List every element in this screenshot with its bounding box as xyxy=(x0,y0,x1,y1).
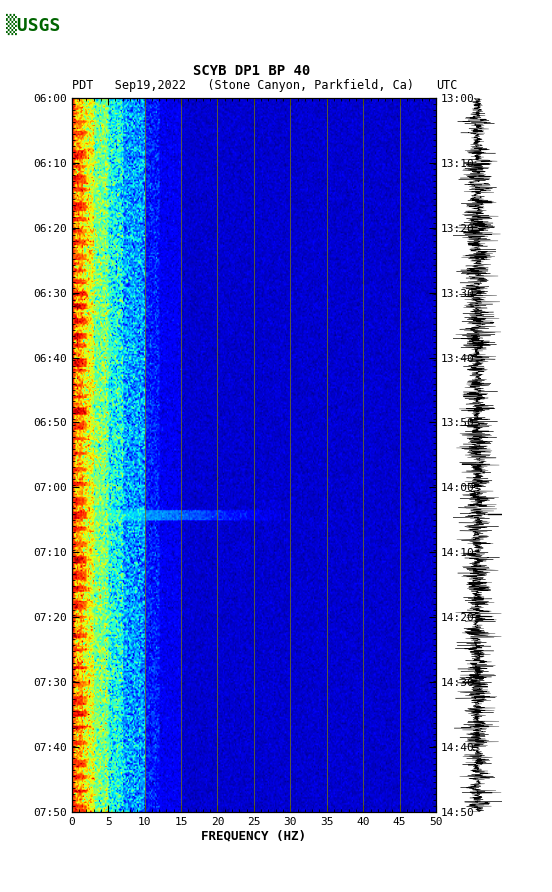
Text: ▒USGS: ▒USGS xyxy=(6,13,60,35)
Text: SCYB DP1 BP 40: SCYB DP1 BP 40 xyxy=(193,64,310,78)
X-axis label: FREQUENCY (HZ): FREQUENCY (HZ) xyxy=(201,830,306,842)
Text: PDT   Sep19,2022   (Stone Canyon, Parkfield, Ca): PDT Sep19,2022 (Stone Canyon, Parkfield,… xyxy=(72,78,414,92)
Text: UTC: UTC xyxy=(436,78,458,92)
